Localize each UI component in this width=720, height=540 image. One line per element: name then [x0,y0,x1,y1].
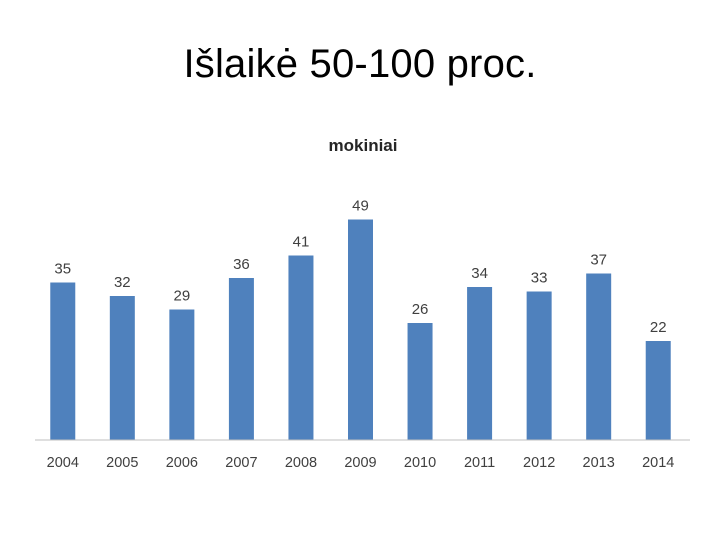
bar-2009 [348,219,373,440]
bar-2006 [169,309,195,440]
x-tick-label-2008: 2008 [285,455,317,471]
x-tick-label-2005: 2005 [106,455,138,471]
data-label-2012: 33 [531,270,548,287]
x-tick-label-2013: 2013 [583,455,615,471]
bar-2012 [526,291,552,440]
data-label-2011: 34 [471,265,488,282]
bar-2007 [228,278,254,440]
x-tick-label-2010: 2010 [404,455,436,471]
data-label-2004: 35 [54,261,71,278]
x-tick-label-2012: 2012 [523,455,555,471]
x-tick-label-2007: 2007 [225,455,257,471]
bar-2011 [467,287,493,440]
bars-layer [50,219,671,440]
data-label-2006: 29 [174,288,191,305]
bar-2010 [407,323,433,440]
bar-2008 [288,255,314,440]
data-labels-layer: 35 32 29 36 41 49 26 34 33 37 22 [54,198,666,337]
slide-title: Išlaikė 50-100 proc. [183,42,537,86]
x-tick-labels-layer: 2004 2005 2006 2007 2008 2009 2010 2011 2012 2013… [47,455,675,471]
data-label-2010: 26 [412,301,429,318]
bar-2005 [109,296,135,440]
x-tick-label-2011: 2011 [464,455,495,471]
data-label-2005: 32 [114,274,131,291]
data-label-2008: 41 [293,234,310,251]
x-tick-label-2004: 2004 [47,455,79,471]
data-label-2007: 36 [233,256,250,273]
chart-title: mokiniai [329,136,398,155]
x-tick-label-2009: 2009 [344,455,376,471]
x-tick-label-2014: 2014 [642,455,674,471]
data-label-2013: 37 [590,252,607,269]
bar-2013 [586,273,612,440]
data-label-2009: 49 [352,198,369,215]
data-label-2014: 22 [650,319,667,336]
x-tick-label-2006: 2006 [166,455,198,471]
bar-2014 [645,341,671,440]
bar-2004 [50,282,76,440]
